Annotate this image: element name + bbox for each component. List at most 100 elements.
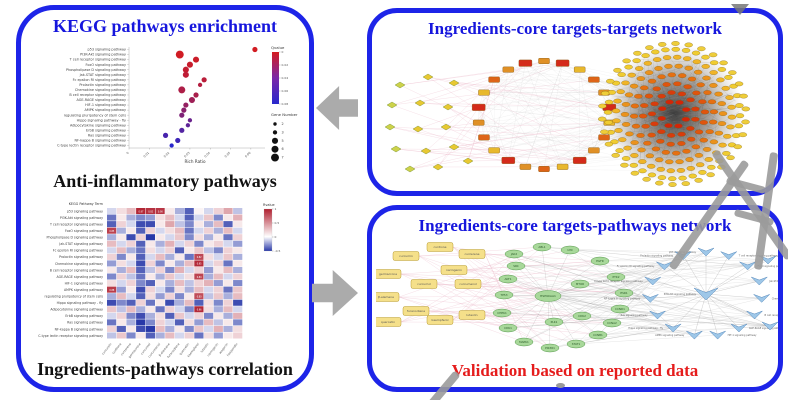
heatmap-cell — [223, 240, 233, 247]
panel-right-bottom-title: Ingredients-core targets-pathways networ… — [418, 216, 732, 235]
network-edge — [483, 92, 669, 117]
heatmap-cell — [233, 253, 243, 260]
network-edge — [640, 93, 664, 121]
network-edge — [525, 114, 674, 167]
heatmap-cell — [155, 293, 165, 300]
network-edge — [547, 260, 601, 297]
network-edge — [513, 253, 549, 297]
heatmap-cell — [194, 280, 204, 287]
network-edge — [705, 255, 729, 295]
cell-value: 0.85 — [109, 230, 114, 233]
ingredient-node — [376, 317, 402, 327]
heatmap-cell — [233, 312, 243, 319]
target-node — [655, 157, 664, 163]
target-node — [651, 146, 661, 152]
heatmap-cell — [136, 293, 146, 300]
cell-value: 0.95 — [197, 263, 202, 266]
heatmap-cell — [204, 214, 214, 221]
target-node — [630, 103, 639, 109]
target-node — [642, 176, 651, 182]
target-node — [721, 85, 730, 91]
qvalue-tick: 0.04 — [282, 76, 289, 80]
heatmap-cell — [194, 234, 204, 241]
heatmap-cell — [174, 273, 185, 280]
heatmap-cell — [107, 266, 117, 273]
heatmap-cell — [204, 208, 214, 215]
target-node — [741, 106, 750, 112]
heatmap-cell — [136, 260, 146, 267]
heatmap-cell — [194, 273, 204, 280]
target-node — [620, 162, 629, 168]
pathway-label: p53 signaling pathway — [88, 48, 126, 52]
heatmap-cell — [184, 273, 194, 280]
ingredient-node — [458, 310, 486, 320]
pathway-label: PI3K-Akt signaling pathway — [60, 216, 103, 220]
target-node — [611, 108, 621, 114]
gene-label: CDK1 — [504, 326, 512, 330]
pathway-label: C-type lectin receptor signaling pathway — [57, 144, 126, 148]
network-edge — [494, 82, 647, 151]
gene-label: TP53 — [500, 293, 508, 297]
target-node — [683, 56, 692, 62]
heatmap-cell — [174, 306, 185, 313]
core-target-node — [572, 156, 587, 164]
heatmap-cell — [107, 240, 117, 247]
heatmap-cell — [233, 214, 243, 221]
heatmap-cell — [116, 293, 126, 300]
heatmap-cell — [233, 234, 243, 241]
target-node — [665, 159, 674, 165]
pathway-label: Prolactin signaling pathway — [79, 83, 126, 87]
target-node — [684, 42, 693, 48]
target-node — [643, 140, 652, 146]
pathway-node-label: C-type lectin receptor signaling pathway — [594, 280, 643, 283]
target-node — [666, 168, 675, 174]
heatmap-cell — [107, 234, 117, 241]
heatmap-cell — [223, 260, 233, 267]
pathway-label: NF-kappa B signaling pathway — [75, 139, 126, 143]
ingredient-node — [384, 123, 396, 131]
ingredient-node — [402, 306, 430, 316]
network-edge — [508, 69, 563, 167]
network-edge — [515, 265, 739, 329]
heatmap-cell — [165, 286, 175, 293]
heatmap-cell — [184, 280, 194, 287]
ingredient-label: kaempferol — [432, 318, 449, 322]
network-edge-pink — [409, 150, 495, 170]
heatmap-cell — [126, 280, 136, 287]
pathway-label: NF-kappa B signaling pathway — [55, 327, 104, 331]
heatmap-cell — [194, 266, 204, 273]
network-edge — [603, 57, 675, 93]
network-edge — [501, 298, 762, 314]
heatmap-cell — [107, 312, 117, 319]
pathway-node-label: Hippo signaling pathway - fly — [628, 327, 663, 330]
network-edge-pink — [437, 63, 526, 168]
ingredient-node — [432, 163, 444, 171]
target-node — [598, 103, 607, 109]
network-edge — [581, 315, 695, 336]
target-node — [691, 106, 700, 112]
target-node — [667, 133, 676, 138]
gene-label: ABL1 — [538, 245, 545, 249]
heatmap-cell — [116, 273, 126, 280]
heatmap-cell — [126, 221, 136, 228]
target-node — [598, 116, 607, 122]
heatmap-cell — [184, 247, 194, 254]
network-edge — [494, 79, 545, 170]
watermark-dot — [556, 383, 565, 388]
heatmap-cell — [116, 325, 126, 332]
pathway-node-label: Prolactin signaling pathway — [640, 255, 673, 258]
x-axis-label: Rich Ratio — [184, 159, 206, 164]
enrichment-dot — [187, 118, 193, 123]
rvalue-tick: 0.5 — [275, 221, 280, 225]
pathway-label: regulating pluripotency of stem cells — [45, 295, 104, 299]
gene-label: PIK3R1 — [545, 346, 555, 350]
ingredient-node — [448, 79, 460, 87]
network-edge — [478, 92, 605, 123]
flow-arrow-left-icon — [316, 86, 358, 130]
target-node — [661, 150, 670, 155]
network-edge — [478, 84, 655, 108]
core-target-gene-node — [566, 339, 586, 349]
network-edge-pink — [428, 310, 555, 323]
network-edge — [609, 107, 675, 116]
pathway-label: FoxO signaling pathway — [65, 229, 103, 233]
